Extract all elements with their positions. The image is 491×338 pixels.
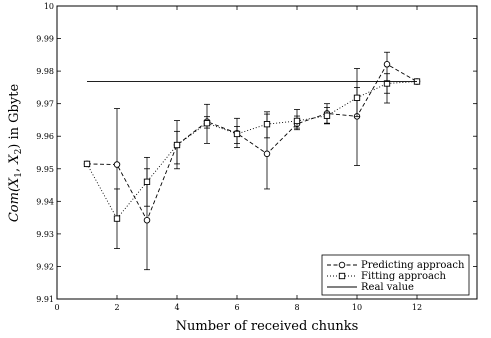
data-point-fitting-approach (113, 215, 121, 222)
x-tick-label: 4 (174, 303, 179, 312)
legend-box (321, 254, 470, 296)
series-line-predicting-approach (86, 63, 418, 222)
series-line-fitting-approach (86, 81, 418, 220)
plot-frame (56, 5, 478, 300)
y-tick-label: 9.94 (36, 197, 54, 206)
data-point-fitting-approach (293, 117, 301, 125)
y-tick-label: 9.99 (36, 35, 54, 44)
data-point-fitting-approach (173, 141, 181, 149)
legend: Predicting approach Fitting approach Rea… (321, 254, 470, 296)
y-tick-label: 10 (44, 2, 54, 11)
legend-predicting-label: Predicting approach (361, 260, 465, 271)
data-point-fitting-approach (353, 94, 361, 101)
data-point-fitting-approach (143, 178, 151, 185)
data-point-predicting-approach (143, 216, 151, 224)
x-tick-label: 10 (352, 303, 362, 312)
x-tick-label: 12 (412, 303, 422, 312)
x-tick-label: 0 (54, 303, 59, 312)
x-tick-label: 8 (294, 303, 299, 312)
legend-predicting-marker (338, 261, 346, 269)
x-tick-label: 2 (114, 303, 119, 312)
data-point-predicting-approach (263, 150, 271, 158)
legend-real-label: Real value (361, 282, 414, 293)
data-point-fitting-approach (203, 120, 211, 127)
data-point-fitting-approach (83, 160, 91, 168)
y-tick-label: 9.97 (36, 100, 54, 109)
y-tick-label: 9.93 (36, 230, 54, 239)
y-tick-label: 9.95 (36, 165, 54, 174)
x-axis-label: Number of received chunks (176, 319, 359, 334)
y-tick-label: 9.98 (36, 67, 54, 76)
data-point-predicting-approach (113, 161, 121, 168)
data-point-predicting-approach (383, 61, 391, 68)
y-tick-label: 9.92 (36, 262, 54, 271)
data-point-fitting-approach (383, 80, 391, 87)
data-point-fitting-approach (263, 121, 271, 128)
y-tick-label: 9.91 (36, 295, 54, 304)
x-tick-label: 6 (234, 303, 239, 312)
legend-fitting-label: Fitting approach (361, 271, 447, 282)
y-axis-label: Com(X1, X2) in Gbyte (7, 84, 24, 223)
legend-fitting-marker (338, 272, 346, 280)
y-tick-label: 9.96 (36, 132, 54, 141)
data-point-fitting-approach (233, 130, 241, 138)
data-point-fitting-approach (323, 112, 331, 119)
